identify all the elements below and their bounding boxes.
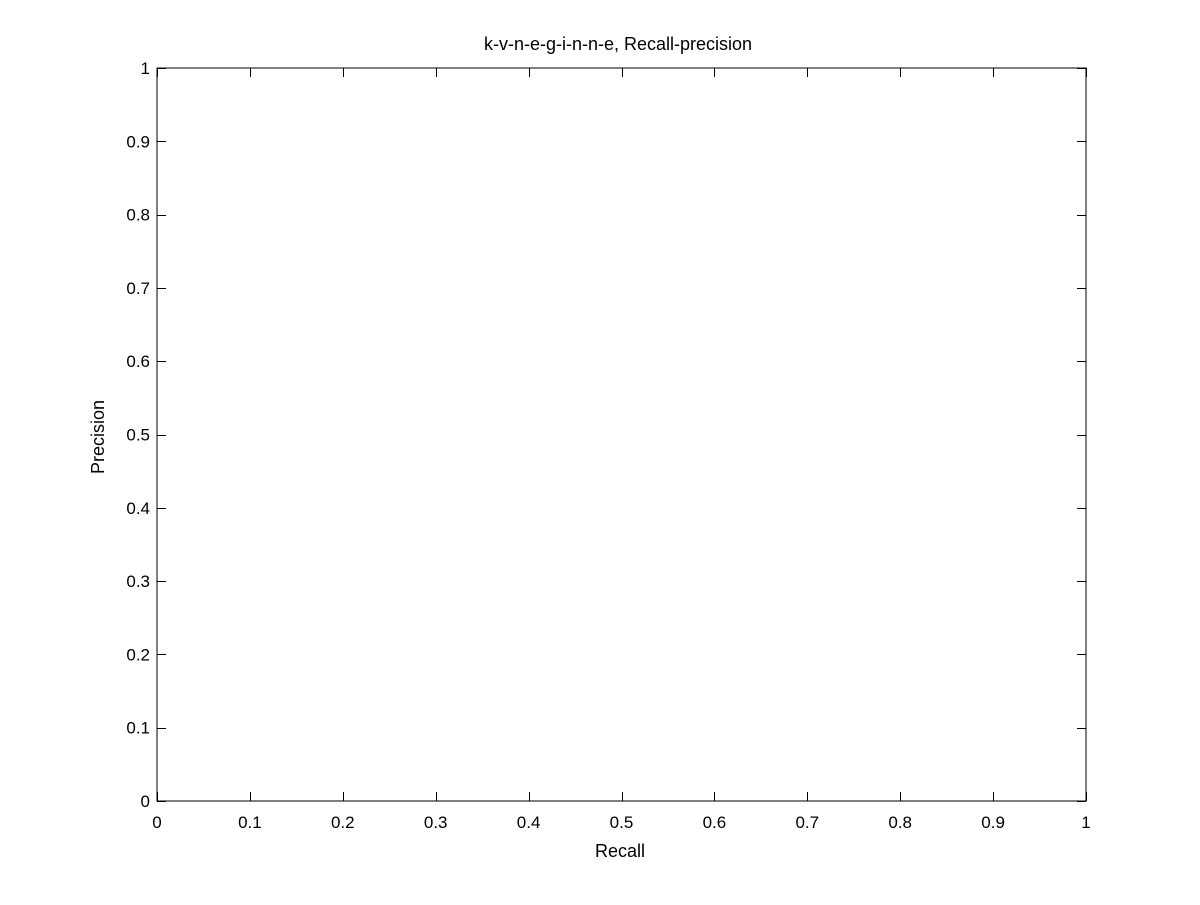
chart-title: k-v-n-e-g-i-n-n-e, Recall-precision (484, 34, 752, 54)
y-tick-label: 0.7 (126, 279, 150, 298)
y-tick-label: 0 (141, 792, 150, 811)
plot-area (156, 67, 1087, 802)
x-tick-label: 0.3 (424, 813, 448, 832)
x-tick-label: 0.9 (981, 813, 1005, 832)
y-tick-label: 0.8 (126, 206, 150, 225)
x-tick-label: 0.2 (331, 813, 355, 832)
y-tick-label: 0.9 (126, 132, 150, 151)
y-tick-label: 1 (141, 59, 150, 78)
y-axis-tick-labels: 0 0.1 0.2 0.3 0.4 0.5 0.6 0.7 0.8 0.9 1 (126, 59, 150, 811)
y-tick-label: 0.2 (126, 645, 150, 664)
x-tick-label: 0.4 (517, 813, 541, 832)
x-tick-label: 1 (1081, 813, 1090, 832)
y-axis-ticks (157, 68, 1086, 802)
x-axis-tick-labels: 0 0.1 0.2 0.3 0.4 0.5 0.6 0.7 0.8 0.9 1 (152, 813, 1090, 832)
y-tick-label: 0.1 (126, 719, 150, 738)
x-tick-label: 0 (152, 813, 161, 832)
x-tick-label: 0.6 (703, 813, 727, 832)
y-axis-title: Precision (88, 400, 108, 474)
x-tick-label: 0.1 (238, 813, 262, 832)
y-tick-label: 0.4 (126, 499, 150, 518)
y-tick-label: 0.6 (126, 352, 150, 371)
y-tick-label: 0.3 (126, 572, 150, 591)
x-tick-label: 0.7 (795, 813, 819, 832)
y-tick-label: 0.5 (126, 426, 150, 445)
x-tick-label: 0.8 (888, 813, 912, 832)
x-tick-label: 0.5 (610, 813, 634, 832)
x-axis-title: Recall (595, 841, 645, 861)
x-axis-ticks (157, 68, 1087, 801)
